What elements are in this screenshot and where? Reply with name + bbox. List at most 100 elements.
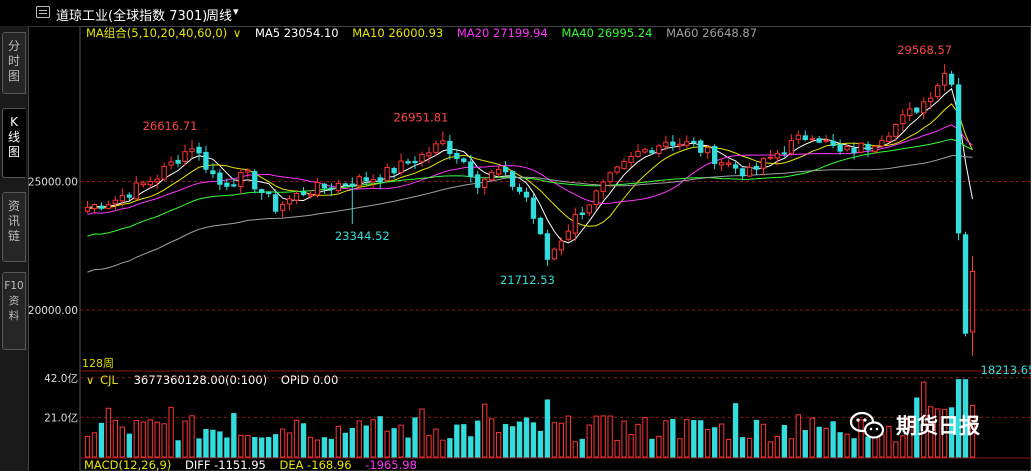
volume-bar: [405, 437, 411, 458]
volume-bar: [656, 435, 662, 458]
volume-bar: [175, 440, 181, 458]
chevron-down-icon[interactable]: ∨: [233, 26, 241, 40]
candle-falling: [816, 138, 822, 143]
volume-bar: [893, 441, 899, 458]
kline-chart[interactable]: MA组合(5,10,20,40,60,0) ∨ MA5 23054.10 MA1…: [0, 26, 1031, 471]
candle-falling: [649, 150, 655, 154]
menu-icon[interactable]: [36, 6, 50, 18]
candle-falling: [475, 174, 481, 188]
volume-bar: [600, 415, 606, 458]
volume-bar: [851, 438, 857, 458]
candle-rising: [893, 123, 899, 137]
candle-falling: [865, 143, 871, 151]
volume-bar: [161, 423, 167, 458]
ma5-line: [87, 87, 973, 244]
volume-bar: [272, 434, 279, 458]
macd-legend: MACD(12,26,9) DIFF -1151.95 DEA -168.96 …: [84, 458, 417, 471]
candle-falling: [753, 165, 760, 170]
candle-rising: [572, 213, 578, 234]
volume-bar: [579, 438, 585, 458]
volume-bar: [252, 437, 258, 458]
volume-bar: [461, 424, 467, 458]
volume-bar: [753, 419, 760, 458]
volume-bar: [433, 428, 439, 458]
volume-bar: [370, 419, 376, 458]
volume-axis: 42.0亿 21.0亿: [44, 372, 1031, 424]
volume-tick-label: 42.0亿: [44, 372, 78, 385]
price-tick-label: 20000.00: [28, 305, 78, 317]
volume-bar: [621, 420, 627, 458]
tab-news-chain[interactable]: 资 讯 链: [2, 192, 26, 262]
macd-value: -1965.98: [365, 458, 417, 471]
candle-falling: [300, 191, 307, 196]
candle-rising: [314, 181, 321, 196]
tab-timeshare-chart[interactable]: 分 时 图: [2, 32, 26, 94]
volume-bar: [530, 422, 537, 458]
volume-bar: [712, 427, 718, 458]
volume-bar: [391, 428, 397, 458]
candle-rising: [384, 166, 390, 182]
candle-falling: [509, 171, 516, 187]
chevron-down-icon[interactable]: ∨: [86, 373, 94, 387]
ma-combo-label[interactable]: MA组合(5,10,20,40,60,0): [86, 26, 227, 40]
candle-rising: [788, 139, 794, 154]
candle-rising: [941, 73, 948, 86]
volume-bar: [468, 436, 474, 458]
volume-indicator-label[interactable]: CJL: [100, 373, 118, 387]
volume-bar: [969, 404, 976, 458]
volume-bar: [684, 419, 690, 458]
candle-rising: [921, 101, 927, 114]
candle-falling: [203, 151, 209, 170]
macd-dea: DEA -168.96: [280, 458, 352, 471]
volume-bar: [349, 427, 355, 458]
instrument-title[interactable]: 道琼工业(全球指数 7301): [56, 9, 208, 24]
volume-bar: [266, 436, 272, 458]
moving-average-lines: [87, 87, 973, 273]
candle-rising: [426, 152, 432, 157]
volume-bar: [412, 417, 418, 458]
tab-f10-info[interactable]: F10 资 料: [2, 272, 26, 350]
candle-falling: [523, 191, 530, 198]
candle-falling: [948, 73, 955, 85]
volume-bar: [544, 399, 551, 458]
volume-bar: [224, 437, 230, 458]
volume-bar: [475, 420, 481, 458]
ma20-line: [87, 124, 973, 215]
chevron-down-icon[interactable]: ▾: [233, 5, 239, 18]
volume-bar: [948, 407, 955, 458]
candle-rising: [279, 203, 286, 211]
volume-bar: [356, 420, 362, 458]
candle-rising: [133, 182, 139, 200]
volume-bar: [746, 437, 753, 458]
macd-label[interactable]: MACD(12,26,9): [84, 458, 171, 471]
volume-bar: [147, 419, 153, 458]
volume-bar: [551, 422, 558, 458]
candle-rising: [600, 181, 606, 192]
candle-falling: [461, 158, 467, 163]
price-annotation: 21712.53: [500, 273, 555, 287]
side-tab-bar: 分 时 图 K 线 图 资 讯 链 F10 资 料: [0, 26, 29, 471]
watermark: 期货日报: [849, 411, 980, 439]
candle-rising: [154, 178, 160, 183]
volume-bar: [314, 439, 321, 458]
tab-kline-chart[interactable]: K 线 图: [2, 108, 26, 178]
candle-falling: [502, 166, 509, 173]
candle-falling: [914, 107, 920, 113]
candle-rising: [725, 162, 732, 165]
volume-bar: [495, 432, 502, 458]
volume-bar: [189, 415, 195, 458]
volume-bar: [691, 420, 697, 458]
period-selector[interactable]: 周线: [206, 9, 233, 24]
volume-bar: [516, 421, 523, 458]
watermark-text: 期货日报: [896, 414, 980, 438]
volume-bar: [663, 420, 669, 458]
price-annotations: 26616.71 23344.52 26951.81 21712.53 29568.57…: [143, 43, 1031, 377]
candle-rising: [565, 230, 571, 240]
volume-bar: [168, 406, 174, 458]
volume-bar: [886, 425, 892, 458]
volume-bar: [760, 423, 767, 458]
candle-rising: [635, 150, 641, 157]
volume-bar: [788, 438, 794, 458]
candle-falling: [377, 177, 383, 183]
candle-falling: [196, 146, 202, 154]
